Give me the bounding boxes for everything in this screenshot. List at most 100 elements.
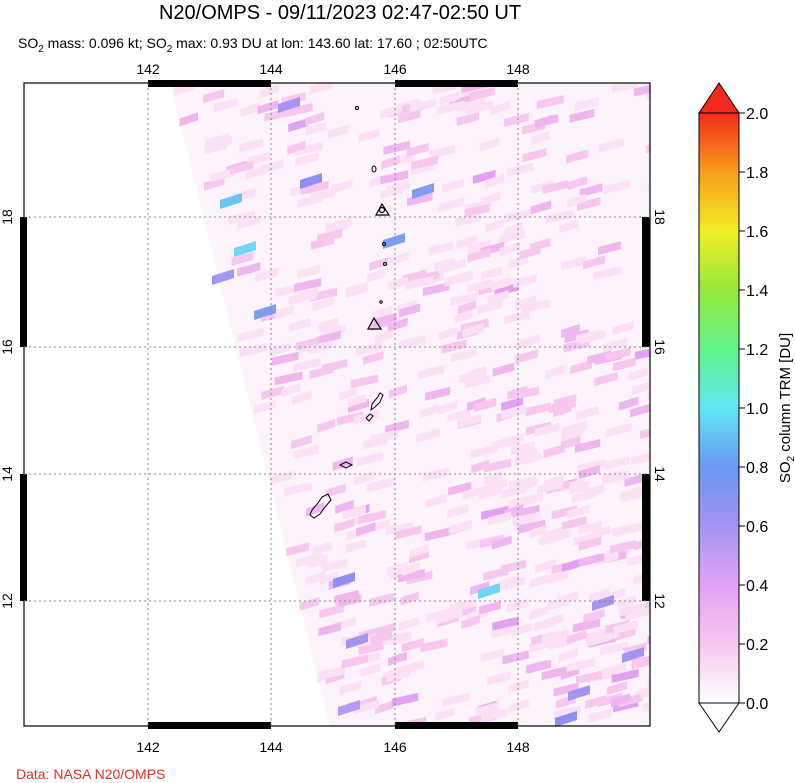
lon-scale-bars [148, 80, 518, 729]
so2-pixel [429, 144, 456, 159]
so2-pixel [203, 89, 225, 104]
so2-pixel [401, 562, 420, 577]
so2-pixel [462, 485, 487, 500]
so2-pixel [579, 183, 603, 198]
so2-pixel [512, 386, 540, 401]
colorbar: 2.0 1.8 1.6 1.4 1.2 1.0 0.8 0.6 0.4 0.2 … [698, 82, 795, 733]
so2-pixel-high [555, 711, 577, 726]
colorbar-tick: 1.8 [746, 165, 768, 182]
so2-pixel [309, 187, 336, 202]
so2-pixel [487, 511, 512, 526]
so2-pixel [373, 312, 397, 327]
so2-pixel [454, 309, 473, 324]
so2-pixel [554, 705, 581, 720]
so2-pixel [358, 128, 380, 143]
so2-pixel [456, 235, 477, 250]
lon-label: 144 [259, 739, 283, 755]
subtitle: SO2 mass: 0.096 kt; SO2 max: 0.93 DU at … [18, 35, 488, 55]
colorbar-tick: 1.2 [746, 342, 768, 359]
lat-label: 18 [652, 209, 668, 225]
so2-pixel [295, 152, 319, 167]
so2-pixel [542, 526, 563, 541]
so2-pixel [518, 519, 546, 534]
so2-pixel [561, 558, 581, 573]
so2-pixel [491, 535, 512, 550]
colorbar-tick: 1.6 [746, 224, 768, 241]
so2-pixel [438, 197, 465, 212]
so2-pixel [600, 641, 628, 656]
so2-pixel [574, 97, 599, 112]
so2-pixel [268, 342, 291, 357]
so2-pixel [567, 504, 590, 519]
lon-labels-bottom: 142 144 146 148 [136, 739, 530, 755]
so2-pixel [647, 724, 650, 726]
so2-pixel [492, 362, 515, 377]
so2-pixel [530, 200, 552, 215]
so2-pixel [204, 140, 227, 155]
so2-pixel [318, 330, 341, 345]
so2-pixel [399, 303, 421, 318]
so2-pixel [618, 396, 639, 411]
so2-pixel [508, 679, 529, 694]
so2-pixel [491, 435, 519, 450]
lat-label: 14 [652, 466, 668, 482]
so2-pixel [614, 522, 643, 537]
so2-pixel [485, 218, 504, 233]
so2-pixel [625, 606, 650, 621]
so2-pixel [561, 427, 584, 442]
so2-pixel [390, 631, 412, 646]
so2-pixel [239, 342, 268, 357]
so2-pixel [237, 262, 261, 277]
so2-pixel [261, 385, 285, 400]
so2-pixel [380, 170, 409, 185]
so2-pixel [569, 108, 595, 123]
so2-pixel [271, 351, 299, 366]
so2-pixel [501, 396, 524, 411]
so2-pixel-high [333, 572, 355, 588]
so2-pixel [605, 456, 630, 471]
so2-pixel [543, 444, 565, 459]
so2-pixel [386, 180, 410, 195]
so2-pixel [240, 102, 260, 117]
so2-pixel [571, 489, 596, 504]
so2-pixel [437, 100, 465, 115]
so2-pixel [448, 481, 472, 496]
so2-pixel [291, 390, 312, 405]
so2-pixel [508, 698, 529, 713]
so2-pixel [354, 699, 379, 714]
so2-pixel [508, 255, 528, 270]
so2-pixel [237, 328, 264, 343]
so2-pixel [578, 536, 602, 551]
colorbar-tick: 1.4 [746, 283, 768, 300]
so2-pixel [553, 682, 579, 697]
so2-pixel [422, 467, 450, 482]
so2-pixel [567, 193, 586, 208]
colorbar-gradient [698, 112, 740, 704]
so2-pixel-high [383, 233, 405, 249]
so2-pixel [504, 112, 529, 127]
so2-pixel [261, 159, 284, 174]
so2-pixel [501, 405, 528, 420]
so2-pixel [438, 326, 458, 341]
so2-pixel [617, 594, 637, 609]
so2-pixel [387, 317, 408, 332]
so2-pixel [609, 539, 637, 554]
so2-pixel [578, 465, 600, 480]
so2-pixel [297, 287, 319, 302]
so2-pixel [506, 162, 534, 177]
so2-pixel [605, 347, 631, 362]
so2-swath [170, 83, 650, 726]
map-frame [23, 82, 651, 727]
so2-pixel [214, 98, 238, 113]
so2-pixel [628, 367, 648, 382]
so2-pixel [558, 219, 579, 234]
so2-pixel [561, 323, 580, 338]
so2-pixel [398, 335, 426, 350]
so2-pixel [293, 357, 321, 372]
so2-pixel [561, 256, 587, 271]
so2-pixel [371, 429, 399, 444]
data-credit: Data: NASA N20/OMPS [16, 766, 166, 782]
so2-pixel-high [622, 647, 644, 663]
so2-pixel [646, 144, 650, 154]
so2-pixel [406, 142, 429, 157]
